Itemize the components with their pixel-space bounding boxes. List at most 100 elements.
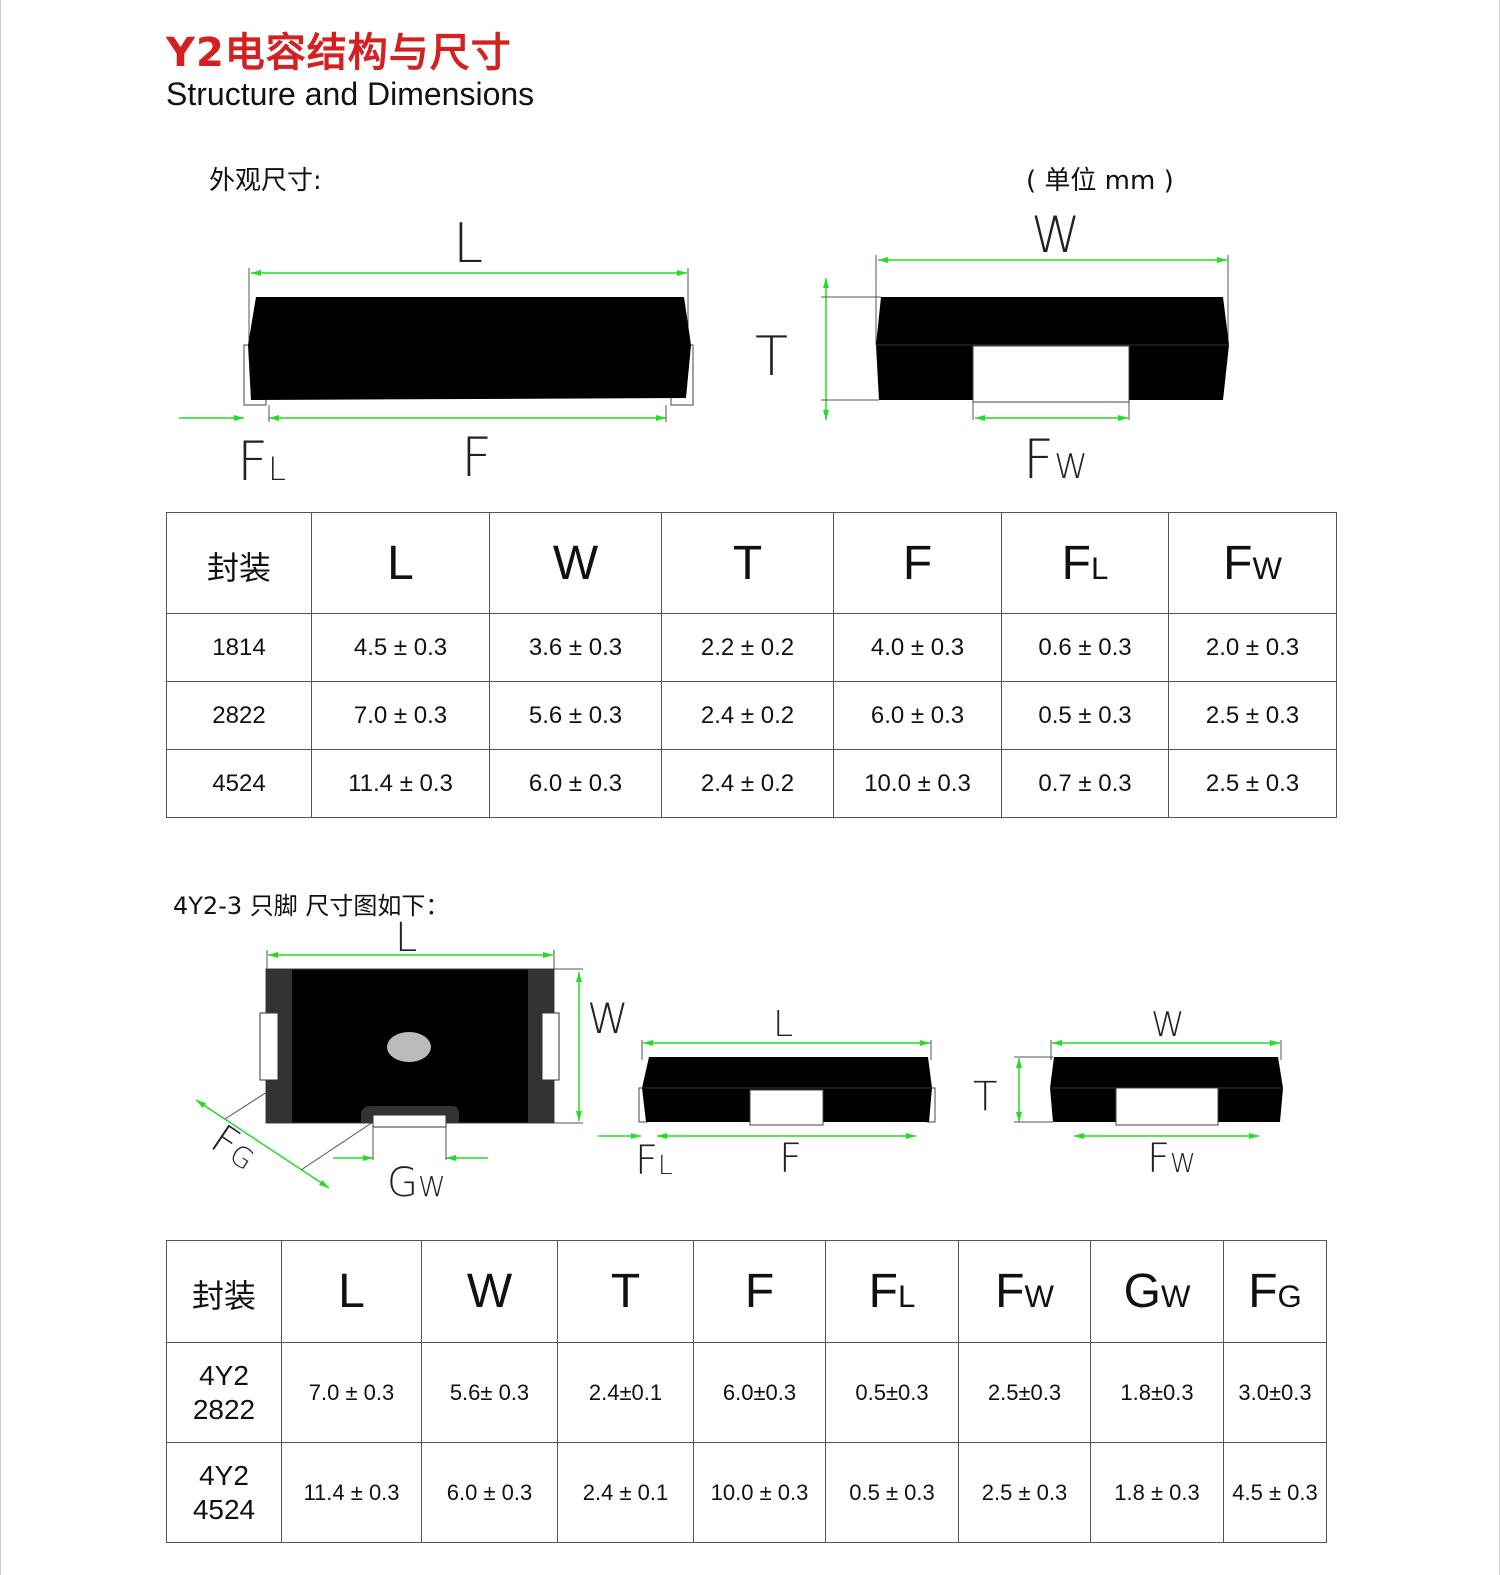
value-cell: 10.0 ± 0.3	[693, 1442, 826, 1543]
value-cell: 1.8 ± 0.3	[1090, 1442, 1224, 1543]
dimensions-table-4y2: 封装 L W T F FL FW GW FG 4Y2 2822 7.0 ± 0.3 5.6± 0.3 2…	[166, 1240, 1327, 1543]
package-line: 4524	[192, 1493, 256, 1525]
header-main: 封装	[191, 1277, 256, 1315]
table-row: 4Y2 2822 7.0 ± 0.3 5.6± 0.3 2.4±0.1 6.0±0.3 0.…	[166, 1342, 1327, 1443]
package-cell: 1814	[166, 613, 312, 682]
value-cell: 0.7 ± 0.3	[1001, 749, 1169, 818]
4y2-end-view	[1050, 1057, 1283, 1126]
header-main: T	[610, 1265, 641, 1318]
label-F-side: F	[779, 1136, 802, 1182]
header-main: F	[868, 1265, 898, 1318]
label-FW: FW	[1023, 428, 1088, 491]
package-cell: 4Y2 4524	[166, 1442, 282, 1543]
label-FW-end: FW	[1147, 1136, 1196, 1182]
4y2-side-view	[638, 1057, 936, 1126]
value-cell: 11.4 ± 0.3	[281, 1442, 422, 1543]
value-cell: 0.5 ± 0.3	[1001, 681, 1169, 750]
capacitor-side-view	[243, 297, 694, 406]
header-main: T	[732, 536, 763, 590]
label-GW: GW	[387, 1160, 446, 1206]
value-cell: 5.6± 0.3	[421, 1342, 558, 1443]
value-cell: 2.5±0.3	[958, 1342, 1091, 1443]
column-header: L	[311, 512, 490, 614]
column-header: W	[489, 512, 662, 614]
4y2-top-view	[259, 968, 560, 1128]
value-cell: 5.6 ± 0.3	[489, 681, 662, 750]
value-cell: 4.5 ± 0.3	[1223, 1442, 1327, 1543]
column-header: T	[661, 512, 834, 614]
header-main: L	[387, 536, 414, 590]
value-cell: 0.5±0.3	[825, 1342, 959, 1443]
column-header: T	[557, 1240, 694, 1343]
value-cell: 6.0 ± 0.3	[489, 749, 662, 818]
header-main: L	[338, 1265, 365, 1318]
header-main: F	[902, 536, 933, 590]
table-row: 2822 7.0 ± 0.3 5.6 ± 0.3 2.4 ± 0.2 6.0 ± 0.3…	[166, 681, 1337, 750]
header-main: G	[1123, 1265, 1161, 1318]
header-main: F	[744, 1265, 775, 1318]
label-W-top: W	[587, 994, 629, 1043]
value-cell: 11.4 ± 0.3	[311, 749, 490, 818]
table-row: 4Y2 4524 11.4 ± 0.3 6.0 ± 0.3 2.4 ± 0.1 10.0 …	[166, 1442, 1327, 1543]
label-W: W	[1031, 206, 1080, 264]
table-header-row: 封装 L W T F FL FW GW FG	[166, 1240, 1327, 1343]
header-main: F	[995, 1265, 1025, 1318]
value-cell: 0.5 ± 0.3	[825, 1442, 959, 1543]
package-line: 2822	[192, 1393, 256, 1425]
value-cell: 2.5 ± 0.3	[958, 1442, 1091, 1543]
value-cell: 3.0±0.3	[1223, 1342, 1327, 1443]
label-FG: FG	[203, 1116, 266, 1179]
value-cell: 1.8±0.3	[1090, 1342, 1224, 1443]
header-subscript: W	[1252, 550, 1282, 586]
table-header-row: 封装 L W T F FL FW	[166, 512, 1337, 614]
header-main: 封装	[206, 548, 271, 587]
page-title: Y2电容结构与尺寸	[166, 30, 512, 76]
header-main: F	[1061, 536, 1091, 590]
label-FL: FL	[237, 430, 286, 493]
value-cell: 4.5 ± 0.3	[311, 613, 490, 682]
header-subscript: L	[1090, 550, 1109, 586]
label-F: F	[461, 426, 492, 489]
label-W-end: W	[1151, 1005, 1185, 1045]
value-cell: 6.0±0.3	[693, 1342, 826, 1443]
value-cell: 10.0 ± 0.3	[833, 749, 1002, 818]
header-subscript: W	[1160, 1279, 1191, 1314]
value-cell: 2.5 ± 0.3	[1168, 749, 1337, 818]
value-cell: 2.0 ± 0.3	[1168, 613, 1337, 682]
column-header: F	[693, 1240, 826, 1343]
label-L-side: L	[773, 1004, 793, 1045]
value-cell: 2.4 ± 0.1	[557, 1442, 694, 1543]
package-line: 4Y2	[199, 1459, 249, 1491]
label-L-top: L	[395, 915, 417, 961]
table-row: 1814 4.5 ± 0.3 3.6 ± 0.3 2.2 ± 0.2 4.0 ± 0.3…	[166, 613, 1337, 682]
package-cell: 4Y2 2822	[166, 1342, 282, 1443]
column-header: FW	[958, 1240, 1091, 1343]
header-subscript: G	[1277, 1279, 1302, 1314]
header-main: F	[1248, 1265, 1278, 1318]
column-header: W	[421, 1240, 558, 1343]
header-subscript: W	[1024, 1279, 1054, 1314]
column-header: FL	[1001, 512, 1169, 614]
value-cell: 6.0 ± 0.3	[833, 681, 1002, 750]
value-cell: 2.4 ± 0.2	[661, 681, 834, 750]
value-cell: 7.0 ± 0.3	[281, 1342, 422, 1443]
column-header: FG	[1223, 1240, 1327, 1343]
label-T-end: T	[973, 1074, 997, 1120]
column-header: F	[833, 512, 1002, 614]
label-L: L	[453, 212, 483, 275]
section-4y2-label: 4Y2-3 只脚 尺寸图如下：	[173, 892, 450, 920]
value-cell: 2.4 ± 0.2	[661, 749, 834, 818]
column-header: GW	[1090, 1240, 1224, 1343]
header-main: F	[1223, 536, 1253, 590]
label-FL-side: FL	[635, 1138, 673, 1184]
value-cell: 3.6 ± 0.3	[489, 613, 662, 682]
value-cell: 2.5 ± 0.3	[1168, 681, 1337, 750]
value-cell: 6.0 ± 0.3	[421, 1442, 558, 1543]
capacitor-end-view	[876, 297, 1229, 403]
value-cell: 7.0 ± 0.3	[311, 681, 490, 750]
column-header: L	[281, 1240, 422, 1343]
header-main: W	[552, 536, 599, 590]
page-subtitle: Structure and Dimensions	[166, 76, 535, 112]
